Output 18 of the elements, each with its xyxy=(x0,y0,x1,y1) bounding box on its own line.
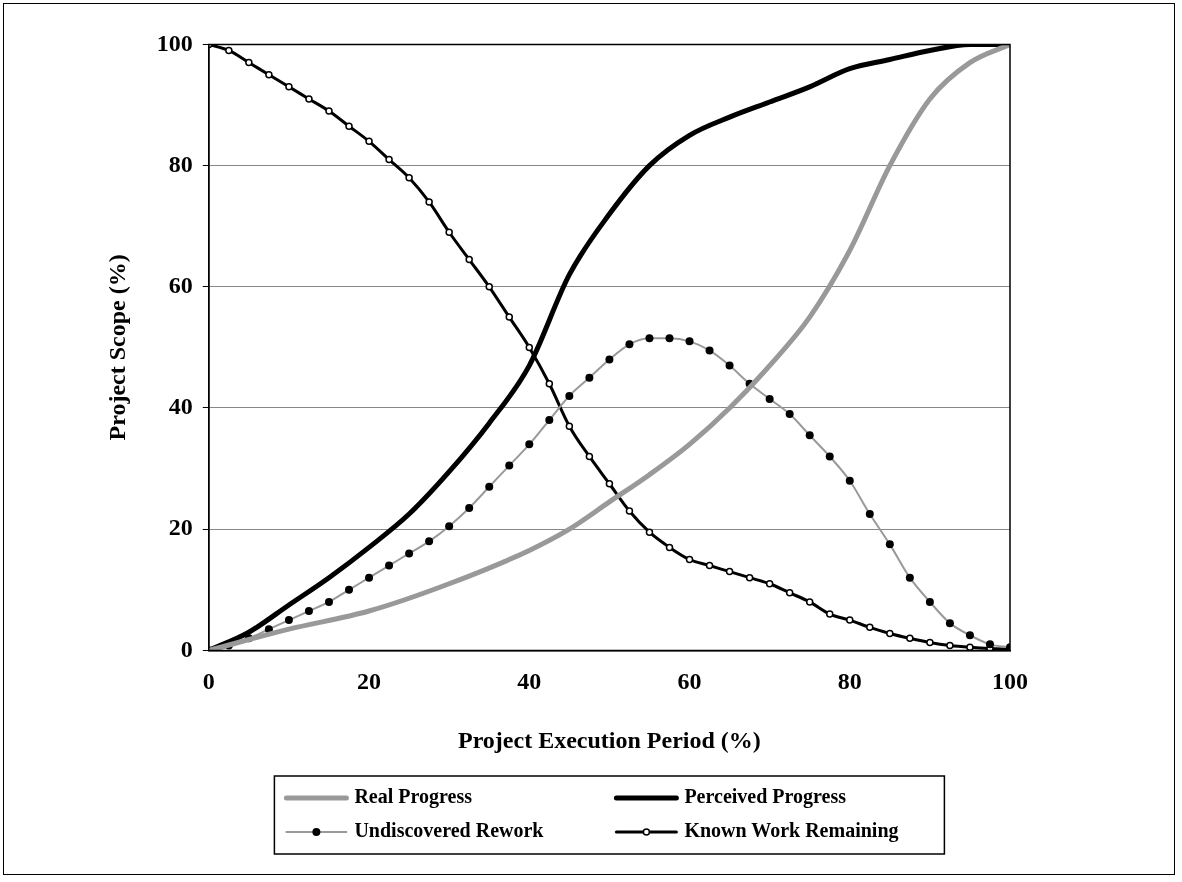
y-axis-title: Project Scope (%) xyxy=(103,254,130,441)
y-tick-label: 40 xyxy=(168,393,193,420)
x-axis-title: Project Execution Period (%) xyxy=(457,726,761,753)
legend-label: Real Progress xyxy=(354,785,473,809)
x-tick-label: 100 xyxy=(992,668,1028,694)
legend-label: Perceived Progress xyxy=(684,785,847,809)
x-tick-label: 40 xyxy=(517,668,542,694)
x-tick-label: 80 xyxy=(837,668,862,694)
legend-label: Undiscovered Rework xyxy=(354,819,545,842)
x-tick-label: 20 xyxy=(357,668,382,694)
x-tick-label: 60 xyxy=(677,668,702,694)
y-tick-label: 20 xyxy=(168,514,193,541)
y-tick-label: 80 xyxy=(168,150,193,177)
y-tick-label: 0 xyxy=(180,635,193,662)
y-tick-label: 60 xyxy=(168,272,193,298)
y-tick-label: 100 xyxy=(156,29,193,56)
x-tick-label: 0 xyxy=(202,668,215,694)
legend-label: Known Work Remaining xyxy=(684,819,899,843)
